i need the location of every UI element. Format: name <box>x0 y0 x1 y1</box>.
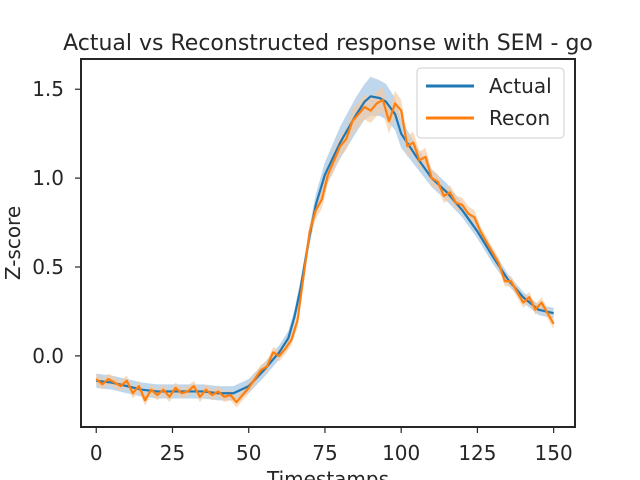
x-tick-label: 50 <box>236 441 261 465</box>
x-tick-label: 150 <box>535 441 573 465</box>
x-tick-label: 100 <box>382 441 420 465</box>
x-axis-label: Timestamps <box>266 467 389 480</box>
y-axis-ticks: 0.0 0.5 1.0 1.5 <box>32 77 81 368</box>
x-tick-label: 25 <box>160 441 185 465</box>
legend-label-actual: Actual <box>489 74 552 98</box>
x-tick-label: 125 <box>458 441 496 465</box>
y-tick-label: 1.0 <box>32 166 64 190</box>
y-tick-label: 0.5 <box>32 255 64 279</box>
y-tick-label: 1.5 <box>32 77 64 101</box>
plot-frame <box>80 58 576 428</box>
legend: Actual Recon <box>416 67 565 139</box>
y-axis-label: Z-score <box>1 206 25 280</box>
series-lines <box>95 95 555 404</box>
x-axis-ticks: 0 25 50 75 100 125 150 <box>90 427 573 465</box>
series-line-recon <box>95 98 555 404</box>
x-tick-label: 0 <box>90 441 103 465</box>
y-tick-label: 0.0 <box>32 344 64 368</box>
chart-title: Actual vs Reconstructed response with SE… <box>63 31 593 56</box>
x-tick-label: 75 <box>312 441 337 465</box>
legend-label-recon: Recon <box>489 106 550 130</box>
series-line-actual <box>96 95 554 395</box>
